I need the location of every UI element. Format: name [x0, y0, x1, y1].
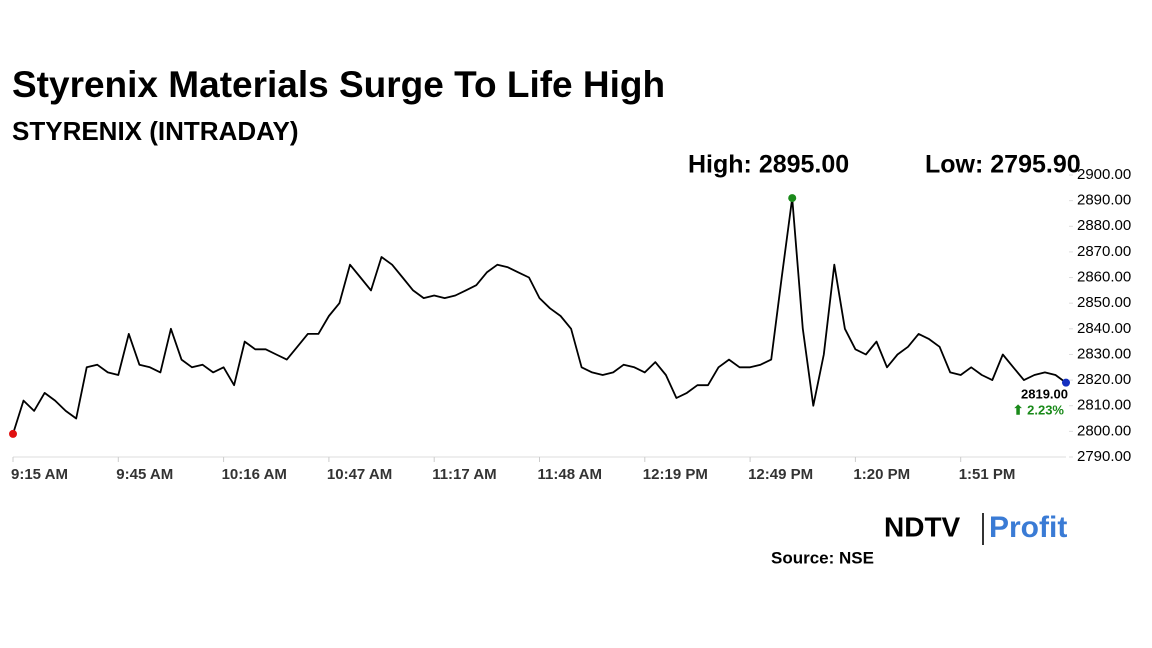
x-tick-label: 9:15 AM [11, 466, 68, 483]
chart-title: Styrenix Materials Surge To Life High [12, 64, 665, 105]
logo-ndtv: NDTV [884, 511, 961, 542]
y-tick-label: 2880.00 [1077, 217, 1131, 234]
end-dot [1062, 378, 1070, 387]
logo-profit: Profit [989, 511, 1067, 544]
y-tick-label: 2840.00 [1077, 320, 1131, 337]
y-tick-label: 2820.00 [1077, 371, 1131, 388]
high-label: High: 2895.00 [688, 151, 849, 179]
y-tick-label: 2890.00 [1077, 192, 1131, 209]
x-tick-label: 11:48 AM [538, 466, 602, 483]
x-tick-label: 1:20 PM [853, 466, 910, 483]
low-label: Low: 2795.90 [925, 151, 1081, 179]
y-tick-label: 2790.00 [1077, 448, 1131, 465]
change-label: ⬆ 2.23% [1013, 402, 1065, 417]
x-tick-label: 11:17 AM [432, 466, 496, 483]
chart-subtitle: STYRENIX (INTRADAY) [12, 116, 299, 146]
y-tick-label: 2850.00 [1077, 294, 1131, 311]
source: Source: NSE [771, 548, 874, 567]
x-tick-label: 12:19 PM [643, 466, 708, 483]
start-dot [9, 429, 17, 438]
last-price: 2819.00 [1021, 386, 1068, 401]
x-tick-label: 10:16 AM [222, 466, 287, 483]
y-tick-label: 2860.00 [1077, 269, 1131, 286]
price-line [12, 197, 1067, 435]
x-tick-label: 9:45 AM [116, 466, 173, 483]
y-tick-label: 2810.00 [1077, 397, 1131, 414]
y-tick-label: 2870.00 [1077, 243, 1131, 260]
x-tick-label: 10:47 AM [327, 466, 392, 483]
high-dot [788, 194, 797, 203]
x-tick-label: 12:49 PM [748, 466, 813, 483]
y-tick-label: 2830.00 [1077, 345, 1131, 362]
y-tick-label: 2800.00 [1077, 422, 1131, 439]
y-tick-label: 2900.00 [1077, 166, 1131, 183]
x-tick-label: 1:51 PM [959, 466, 1016, 483]
